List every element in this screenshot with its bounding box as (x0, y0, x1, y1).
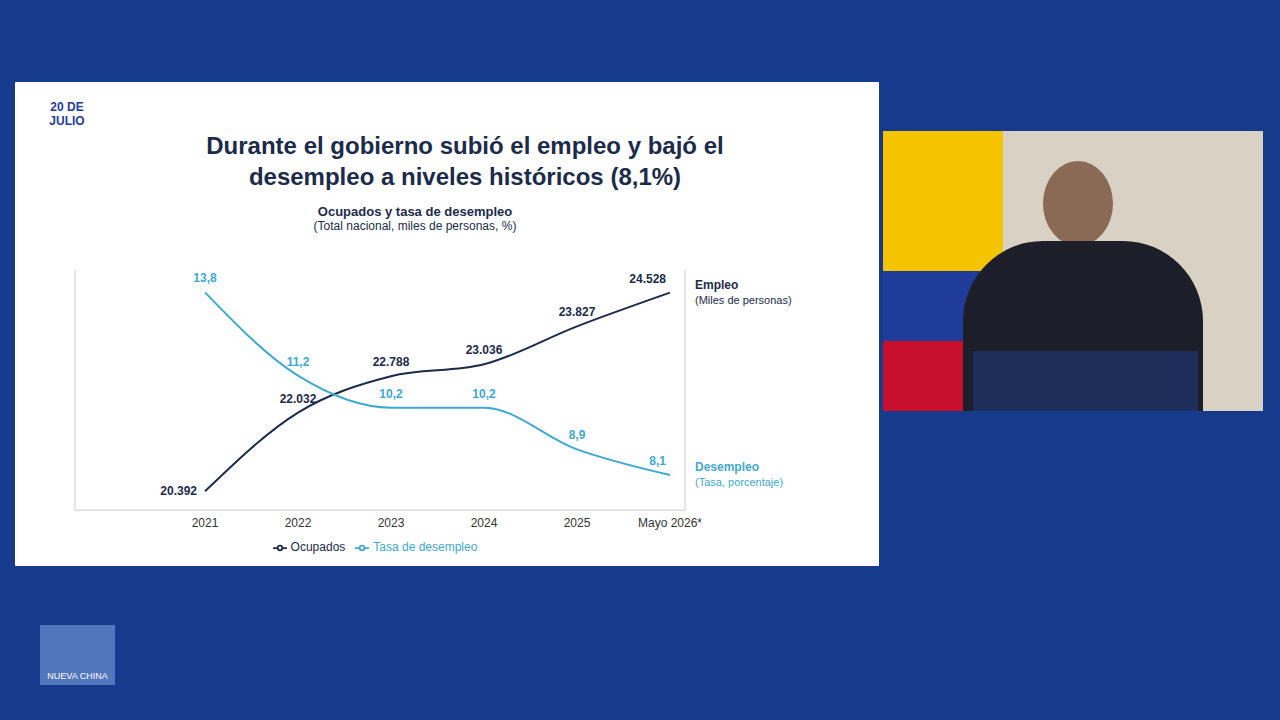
svg-text:23.036: 23.036 (466, 343, 503, 357)
svg-text:23.827: 23.827 (559, 305, 596, 319)
svg-text:(Miles de personas): (Miles de personas) (695, 294, 792, 306)
svg-text:(Tasa, porcentaje): (Tasa, porcentaje) (695, 476, 783, 488)
svg-text:2023: 2023 (378, 516, 405, 530)
svg-text:Empleo: Empleo (695, 278, 738, 292)
html-text:Durante el gobierno subió el e: Durante el gobierno subió el empleo y ba… (206, 132, 724, 190)
svg-text:8,1: 8,1 (649, 454, 666, 468)
svg-text:22.032: 22.032 (280, 392, 317, 406)
svg-text:10,2: 10,2 (379, 387, 403, 401)
svg-text:10,2: 10,2 (472, 387, 496, 401)
html-text:(Total nacional, miles de pers: (Total nacional, miles de personas, %) (313, 219, 517, 233)
html-text:Ocupados y tasa de desempleo: Ocupados y tasa de desempleo (317, 204, 513, 219)
svg-text:24.528: 24.528 (629, 272, 666, 286)
svg-text:Desempleo: Desempleo (695, 460, 759, 474)
svg-text:2025: 2025 (564, 516, 591, 530)
svg-text:8,9: 8,9 (569, 428, 586, 442)
svg-text:2022: 2022 (285, 516, 312, 530)
html-text:NUEVA CHINA: NUEVA CHINA (47, 671, 108, 681)
html-text:20 DE JULIO: 20 DE JULIO (49, 100, 85, 128)
svg-text:22.788: 22.788 (373, 355, 410, 369)
svg-text:2021: 2021 (192, 516, 219, 530)
svg-text:20.392: 20.392 (160, 484, 197, 498)
svg-text:11,2: 11,2 (287, 355, 310, 369)
svg-text:Mayo 2026*: Mayo 2026* (638, 516, 702, 530)
svg-text:2024: 2024 (471, 516, 498, 530)
html-text:Ocupados: Ocupados (290, 540, 346, 555)
html-text:Tasa de desempleo: Tasa de desempleo (373, 540, 478, 555)
svg-text:13,8: 13,8 (193, 271, 217, 285)
